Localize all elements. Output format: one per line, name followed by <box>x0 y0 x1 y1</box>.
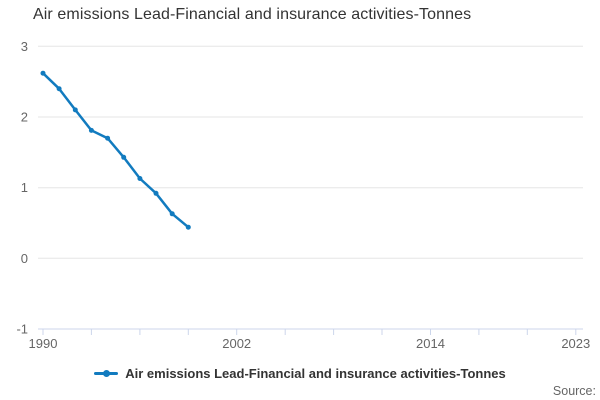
y-tick-label: 0 <box>21 251 28 266</box>
x-tick-label: 2023 <box>561 336 590 351</box>
data-point[interactable] <box>105 135 111 141</box>
y-tick-label: 1 <box>21 180 28 195</box>
data-point[interactable] <box>72 107 78 113</box>
legend-label: Air emissions Lead-Financial and insuran… <box>125 366 506 381</box>
data-point[interactable] <box>56 86 62 92</box>
y-tick-label: 2 <box>21 110 28 125</box>
x-tick-label: 2002 <box>222 336 251 351</box>
data-point[interactable] <box>137 176 143 181</box>
legend-line-marker-icon <box>94 370 119 377</box>
data-point[interactable] <box>121 154 127 160</box>
data-point[interactable] <box>185 224 191 230</box>
data-point[interactable] <box>153 190 159 196</box>
data-point[interactable] <box>40 70 46 76</box>
series-line <box>41 71 190 229</box>
chart-title: Air emissions Lead-Financial and insuran… <box>33 6 472 23</box>
legend-item[interactable]: Air emissions Lead-Financial and insuran… <box>94 366 506 381</box>
y-tick-label: 3 <box>21 39 28 54</box>
x-tick-label: 1990 <box>29 336 58 351</box>
legend: Air emissions Lead-Financial and insuran… <box>0 366 600 381</box>
data-point[interactable] <box>88 127 94 133</box>
y-tick-label: -1 <box>16 322 28 337</box>
x-tick-label: 2014 <box>416 336 445 351</box>
source-label: Source: <box>552 384 596 398</box>
data-point[interactable] <box>169 211 175 217</box>
